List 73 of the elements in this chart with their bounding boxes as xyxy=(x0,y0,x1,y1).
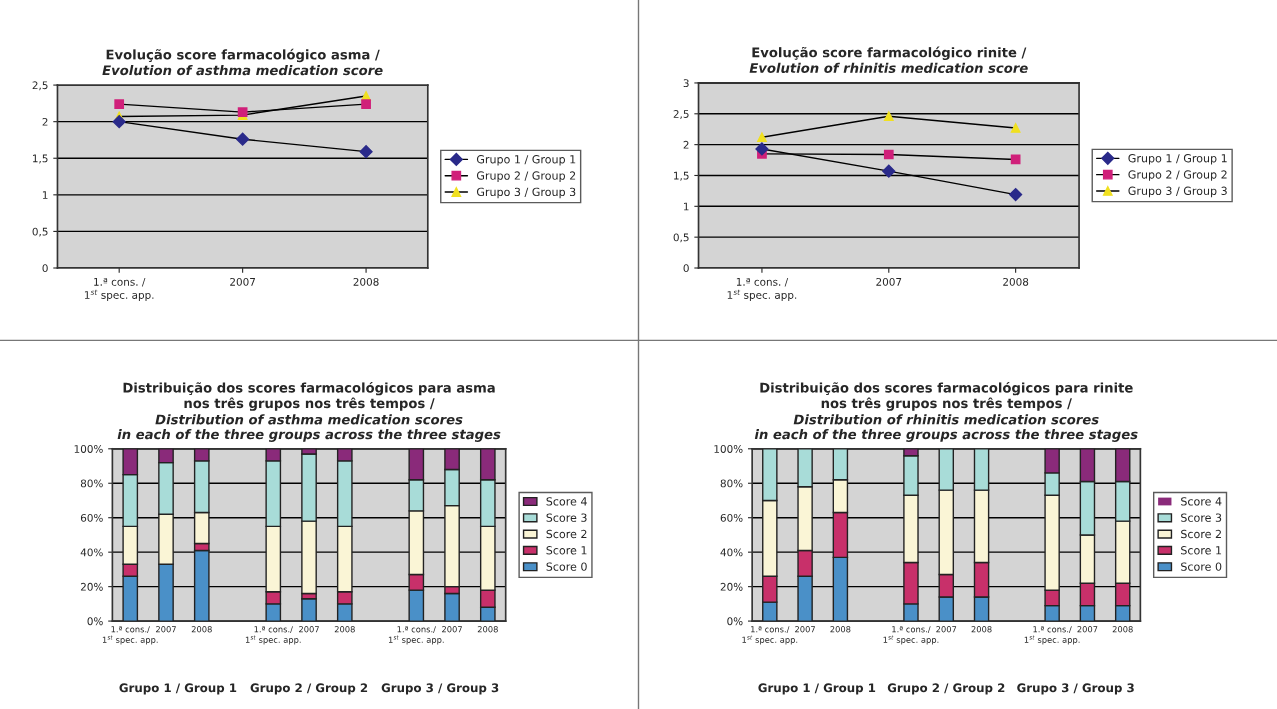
legend-label: Score 0 xyxy=(1181,562,1222,571)
y-tick-label: 100% xyxy=(74,445,103,453)
legend-label: Score 2 xyxy=(1181,529,1221,539)
text: Grupo 3 / Group 3 xyxy=(381,683,499,695)
y-tick-label: 1 xyxy=(42,191,48,199)
chart-title: Evolução score farmacológico rinite / xyxy=(752,46,1027,60)
y-tick-label: 0 xyxy=(683,264,689,273)
y-tick-label: 40% xyxy=(80,548,103,557)
y-tick-label: 0,5 xyxy=(673,233,689,243)
x-tick-label: 2008 xyxy=(971,626,992,633)
y-tick-label: 3 xyxy=(683,79,689,88)
x-tick-label: 2008 xyxy=(334,626,355,633)
x-tick-label: 1.ª cons. / 1$^{st}$ spec. app. xyxy=(727,277,797,301)
legend-label: Score 4 xyxy=(546,497,587,506)
x-tick-label: 2007 xyxy=(795,626,815,633)
y-tick-label: 40% xyxy=(720,548,743,557)
chart-subtitle: Distribution of rhinitis medication scores in each of the three groups across the three stages xyxy=(754,414,1138,442)
x-tick-label: 2007 xyxy=(156,626,176,633)
legend-label: Grupo 1 / Group 1 xyxy=(1128,153,1227,165)
legend-label: Score 0 xyxy=(546,562,587,571)
legend-label: Score 1 xyxy=(1181,546,1222,555)
y-tick-label: 0 xyxy=(42,264,48,273)
x-tick-label: 1.ª cons. / 1$^{st}$ spec. app. xyxy=(84,277,154,301)
y-tick-label: 20% xyxy=(720,582,743,591)
x-tick-label: 2007 xyxy=(230,277,255,286)
y-tick-label: 1,5 xyxy=(33,154,48,164)
y-tick-label: 80% xyxy=(720,479,743,488)
legend-label: Grupo 1 / Group 1 xyxy=(476,155,576,166)
y-tick-label: 0% xyxy=(87,617,103,626)
y-tick-label: 60% xyxy=(80,513,103,522)
text: Grupo 3 / Group 3 xyxy=(1017,683,1134,695)
legend-label: Grupo 2 / Group 2 xyxy=(476,171,576,182)
y-tick-label: 100% xyxy=(714,445,743,453)
chart-title: Evolução score farmacológico asma / xyxy=(106,48,380,63)
y-tick-label: 2,5 xyxy=(32,81,48,91)
chart-subtitle: Evolution of asthma medication score xyxy=(102,64,383,76)
x-tick-label: 2007 xyxy=(442,626,462,633)
legend-label: Score 3 xyxy=(546,513,587,522)
y-tick-label: 0,5 xyxy=(32,227,48,237)
y-tick-label: 2 xyxy=(683,140,689,149)
x-tick-label: 2007 xyxy=(876,277,902,286)
y-tick-label: 2,5 xyxy=(673,110,689,119)
legend-label: Score 2 xyxy=(546,529,587,539)
x-tick-label: 2008 xyxy=(477,626,498,633)
y-tick-label: 1 xyxy=(684,202,689,211)
x-tick-label: 2008 xyxy=(191,626,212,633)
y-tick-label: 80% xyxy=(80,479,103,488)
x-tick-label: 2007 xyxy=(936,626,957,633)
legend-label: Grupo 3 / Group 3 xyxy=(476,187,576,199)
chart-subtitle: Evolution of rhinitis medication score xyxy=(749,62,1028,73)
y-tick-label: 60% xyxy=(720,513,743,522)
text: Grupo 2 / Group 2 xyxy=(887,683,1005,695)
legend-label: Grupo 3 / Group 3 xyxy=(1128,186,1227,198)
y-tick-label: 20% xyxy=(80,582,103,591)
y-tick-label: 0% xyxy=(727,617,743,626)
legend-label: Score 4 xyxy=(1181,497,1222,506)
chart-title: Distribuição dos scores farmacológicos para rinite nos três grupos nos três tempos / xyxy=(760,381,1133,411)
x-tick-label: 2008 xyxy=(1003,277,1029,286)
legend-label: Score 1 xyxy=(546,546,587,555)
y-tick-label: 1,5 xyxy=(674,171,689,181)
y-tick-label: 2 xyxy=(42,117,48,126)
text: Grupo 2 / Group 2 xyxy=(250,683,368,695)
x-tick-label: 2008 xyxy=(830,626,851,633)
legend-label: Grupo 2 / Group 2 xyxy=(1128,170,1227,181)
x-tick-label: 2008 xyxy=(353,277,379,286)
legend-label: Score 3 xyxy=(1181,513,1222,522)
text: Grupo 1 / Group 1 xyxy=(758,683,876,695)
x-tick-label: 2007 xyxy=(1077,626,1098,633)
chart-title: Distribuição dos scores farmacológicos para asma nos três grupos nos três tempos / xyxy=(123,381,495,411)
chart-subtitle: Distribution of asthma medication scores in each of the three groups across the three stages xyxy=(117,414,501,442)
text: Grupo 1 / Group 1 xyxy=(119,683,237,695)
x-tick-label: 2007 xyxy=(299,626,319,633)
x-tick-label: 2008 xyxy=(1112,626,1133,633)
